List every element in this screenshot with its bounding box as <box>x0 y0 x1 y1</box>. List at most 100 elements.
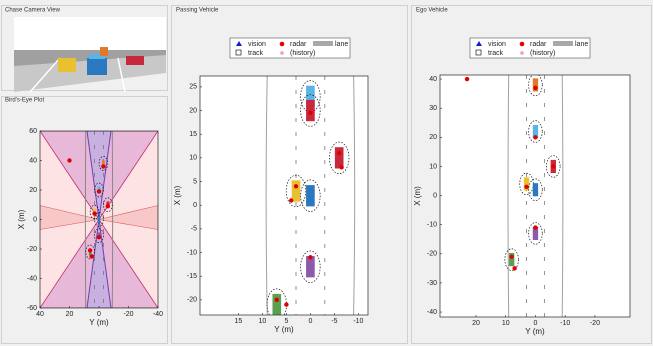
legend-label: vision <box>488 41 506 48</box>
vehicle <box>532 226 539 240</box>
legend-lane-icon <box>313 41 333 46</box>
y-tick-label: 0 <box>193 202 197 209</box>
radar-detection <box>87 248 93 253</box>
y-tick-label: -40 <box>27 275 37 282</box>
track-ellipse <box>546 155 561 178</box>
x-tick-label: -10 <box>353 318 363 325</box>
radar-detection <box>96 189 102 194</box>
y-tick-label: -60 <box>27 305 37 312</box>
y-tick-label: -30 <box>427 280 437 287</box>
side-coverage <box>40 205 100 230</box>
lane-boundary <box>265 76 268 315</box>
x-tick-label: 0 <box>97 311 101 318</box>
x-tick-label: 15 <box>235 318 243 325</box>
x-tick-label: -5 <box>331 318 337 325</box>
vehicle <box>532 124 539 139</box>
radar-detection <box>89 254 94 259</box>
vehicle <box>334 147 344 169</box>
track-ellipse <box>528 120 543 143</box>
legend-vision-icon <box>236 41 242 46</box>
track-ellipse <box>94 228 104 244</box>
panel-frame <box>171 5 408 344</box>
radar-detection <box>533 135 538 140</box>
panel-title: Passing Vehicle <box>176 8 219 14</box>
x-tick-label: 0 <box>308 318 312 325</box>
y-tick-label: -15 <box>187 273 197 280</box>
vehicle <box>523 177 530 191</box>
lane-boundary <box>353 76 356 315</box>
legend-history-icon <box>520 51 524 55</box>
x-tick-label: 0 <box>533 320 537 327</box>
vehicle <box>306 185 315 207</box>
x-tick-label: 10 <box>502 320 510 327</box>
legend-vision-icon <box>476 41 482 46</box>
x-tick-label: -20 <box>590 320 600 327</box>
radar-detection <box>308 255 313 260</box>
y-tick-label: -20 <box>427 251 437 258</box>
x-tick-label: 40 <box>36 311 44 318</box>
vehicle <box>272 293 282 315</box>
vehicle <box>532 78 539 92</box>
y-tick-label: 20 <box>189 107 197 114</box>
radar-detection <box>293 184 299 189</box>
legend-label: radar <box>290 41 307 48</box>
track-ellipse <box>285 174 307 208</box>
vision-coverage <box>86 131 112 220</box>
track-ellipse <box>300 179 321 212</box>
vehicle <box>97 216 101 223</box>
panel-title: Ego Vehicle <box>416 8 448 14</box>
plot-content <box>464 75 564 317</box>
chase-camera-scene <box>14 17 166 93</box>
legend-label: radar <box>530 41 547 48</box>
radar-detection <box>464 76 470 82</box>
y-tick-label: 10 <box>189 155 197 162</box>
lane-boundary <box>507 75 510 317</box>
y-axis-label: X (m) <box>413 186 422 206</box>
y-tick-label: 25 <box>189 84 197 91</box>
radar-detection <box>67 158 72 163</box>
vehicle <box>508 253 515 267</box>
y-tick-label: 20 <box>29 187 37 194</box>
panel-title: Bird's-Eye Plot <box>5 98 44 104</box>
panel-frame <box>1 5 168 91</box>
y-tick-label: -5 <box>191 226 197 233</box>
legend-radar-icon <box>279 41 285 47</box>
legend-label: track <box>248 50 264 57</box>
y-tick-label: 40 <box>429 76 437 83</box>
radar-detection <box>105 204 111 209</box>
plot-area <box>200 76 368 315</box>
y-tick-label: -10 <box>427 222 437 229</box>
legend-label: (history) <box>530 50 555 57</box>
track-ellipse <box>300 94 321 127</box>
x-tick-label: -10 <box>560 320 570 327</box>
y-tick-label: 0 <box>33 216 37 223</box>
legend-lane-icon <box>553 41 573 46</box>
radar-detection <box>509 254 514 259</box>
track-ellipse <box>85 244 95 260</box>
radar-detection <box>512 266 517 271</box>
y-tick-label: 10 <box>429 163 437 170</box>
vehicle <box>306 99 315 122</box>
legend-label: vision <box>248 41 266 48</box>
legend-history-icon <box>280 51 284 55</box>
legend-radar-icon <box>519 41 525 47</box>
y-tick-label: -20 <box>27 246 37 253</box>
y-tick-label: 0 <box>433 192 437 199</box>
x-axis-label: Y (m) <box>274 325 294 334</box>
x-tick-label: 20 <box>472 320 480 327</box>
legend-label: lane <box>335 41 348 48</box>
side-coverage <box>98 205 158 230</box>
panel-title: Chase Camera View <box>5 8 61 14</box>
plot-content <box>265 76 356 315</box>
x-tick-label: 10 <box>259 318 267 325</box>
track-ellipse <box>528 75 543 97</box>
y-tick-label: 30 <box>429 105 437 112</box>
track-ellipse <box>103 197 113 213</box>
axes-box <box>439 74 631 318</box>
legend-label: lane <box>575 41 588 48</box>
x-axis-label: Y (m) <box>525 327 545 336</box>
radar-detection <box>289 198 294 203</box>
track-ellipse <box>94 182 104 198</box>
radar-detection <box>284 302 289 307</box>
track-ellipse <box>89 204 100 220</box>
